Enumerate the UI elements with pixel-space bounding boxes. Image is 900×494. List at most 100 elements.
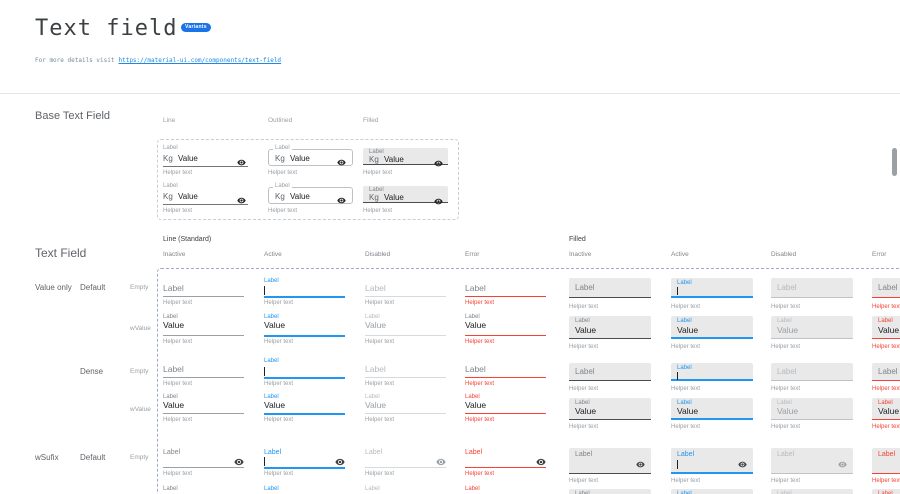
field-underline xyxy=(365,296,446,297)
text-field-filled-active-dense-empty[interactable]: Label Helper text xyxy=(671,356,753,400)
text-field-filled-error-suffix-empty[interactable]: Label Helper text xyxy=(872,445,900,489)
text-field-filled-error-wvalue[interactable]: Label Value Helper text xyxy=(872,313,900,357)
field-filled-box: Label xyxy=(671,278,753,298)
visibility-icon[interactable] xyxy=(436,454,446,466)
visibility-icon[interactable] xyxy=(434,193,443,205)
text-field-line-inactive-wvalue[interactable]: Label Value Helper text xyxy=(163,313,244,349)
field-label: Label xyxy=(677,451,695,458)
state-header: Error xyxy=(872,251,887,258)
field-value: Value xyxy=(777,406,799,416)
text-field-line-error-suffix-empty[interactable]: Label Helper text xyxy=(465,445,546,481)
text-field-line-inactive-suffix-wvalue[interactable]: Label xyxy=(163,483,244,494)
field-prefix: Kg xyxy=(275,154,285,163)
visibility-icon[interactable] xyxy=(636,456,645,468)
text-field-filled-inactive-wvalue[interactable]: Label Value Helper text xyxy=(569,313,651,357)
text-field-filled-inactive-suffix-wvalue[interactable]: Label xyxy=(569,483,651,494)
text-field-line-active-dense-wvalue[interactable]: Label Value Helper text xyxy=(264,391,345,427)
field-filled-box: Label xyxy=(771,448,853,474)
text-field-line-disabled-wvalue[interactable]: Label Value Helper text xyxy=(365,313,446,349)
base-field-filled[interactable]: Label Kg Value Helper text xyxy=(363,183,448,217)
base-field-outlined[interactable]: Label Kg Value Helper text xyxy=(268,183,353,217)
visibility-icon[interactable] xyxy=(237,192,246,204)
text-field-line-error-suffix-wvalue[interactable]: Label xyxy=(465,483,546,494)
field-filled-box: Label xyxy=(569,489,651,494)
text-field-filled-inactive-dense-empty[interactable]: Label Helper text xyxy=(569,356,651,400)
text-field-filled-error-suffix-wvalue[interactable]: Label xyxy=(872,483,900,494)
visibility-icon[interactable] xyxy=(536,454,546,466)
base-field-line[interactable]: Label Kg Value Helper text xyxy=(163,145,248,179)
text-field-line-active-wvalue[interactable]: Label Value Helper text xyxy=(264,313,345,349)
text-field-line-active-suffix-wvalue[interactable]: Label xyxy=(264,483,345,494)
text-field-filled-active-dense-wvalue[interactable]: Label Value Helper text xyxy=(671,391,753,435)
text-field-line-error-empty[interactable]: Label Helper text xyxy=(465,276,546,312)
text-field-line-disabled-dense-empty[interactable]: Label Helper text xyxy=(365,356,446,392)
text-field-filled-error-dense-empty[interactable]: Label Helper text xyxy=(872,356,900,400)
text-field-filled-disabled-empty[interactable]: Label Helper text xyxy=(771,276,853,320)
text-field-line-inactive-empty[interactable]: Label Helper text xyxy=(163,276,244,312)
field-label-floated: Label xyxy=(264,394,279,400)
text-field-line-disabled-dense-wvalue[interactable]: Label Value Helper text xyxy=(365,391,446,427)
visibility-icon[interactable] xyxy=(337,154,346,166)
field-helper-text: Helper text xyxy=(163,170,193,176)
docs-link[interactable]: https://material-ui.com/components/text-… xyxy=(118,57,282,64)
base-field-line[interactable]: Label Kg Value Helper text xyxy=(163,183,248,217)
visibility-icon[interactable] xyxy=(337,192,346,204)
field-outline-box xyxy=(268,187,353,204)
field-label: Label xyxy=(777,451,795,458)
text-field-line-disabled-suffix-empty[interactable]: Label Helper text xyxy=(365,445,446,481)
field-label-floated: Label xyxy=(264,358,279,364)
field-value: Value xyxy=(777,325,799,335)
visibility-icon[interactable] xyxy=(237,154,246,166)
field-label-floated: Label xyxy=(163,314,178,320)
field-label: Label xyxy=(163,449,181,456)
scrollbar-thumb[interactable] xyxy=(892,148,897,176)
field-value: Value xyxy=(677,406,699,416)
field-helper-text: Helper text xyxy=(264,381,294,387)
base-fields-frame xyxy=(157,139,459,220)
visibility-icon[interactable] xyxy=(335,454,345,466)
text-field-filled-error-dense-wvalue[interactable]: Label Value Helper text xyxy=(872,391,900,435)
field-label: Label xyxy=(369,149,384,155)
text-field-filled-active-suffix-empty[interactable]: Label Helper text xyxy=(671,445,753,489)
field-value: Value xyxy=(264,400,286,410)
field-helper-text: Helper text xyxy=(872,424,900,430)
text-field-line-active-dense-empty[interactable]: Label Helper text xyxy=(264,356,345,392)
field-filled-box: Label xyxy=(569,278,651,298)
visibility-icon[interactable] xyxy=(234,454,244,466)
text-field-line-inactive-dense-empty[interactable]: Label Helper text xyxy=(163,356,244,392)
base-field-filled[interactable]: Label Kg Value Helper text xyxy=(363,145,448,179)
field-underline xyxy=(365,413,446,414)
text-field-filled-inactive-empty[interactable]: Label Helper text xyxy=(569,276,651,320)
text-cursor xyxy=(264,457,265,466)
visibility-icon[interactable] xyxy=(838,456,847,468)
text-field-filled-disabled-dense-empty[interactable]: Label Helper text xyxy=(771,356,853,400)
text-field-filled-disabled-suffix-empty[interactable]: Label Helper text xyxy=(771,445,853,489)
text-field-filled-error-empty[interactable]: Label Helper text xyxy=(872,276,900,320)
visibility-icon[interactable] xyxy=(434,155,443,167)
text-field-line-active-empty[interactable]: Label Helper text xyxy=(264,276,345,312)
field-helper-text: Helper text xyxy=(771,386,801,392)
field-filled-box: Label xyxy=(872,489,900,494)
field-label: Label xyxy=(878,367,898,376)
text-field-line-inactive-suffix-empty[interactable]: Label Helper text xyxy=(163,445,244,481)
text-field-line-disabled-empty[interactable]: Label Helper text xyxy=(365,276,446,312)
text-field-filled-active-empty[interactable]: Label Helper text xyxy=(671,276,753,320)
field-helper-text: Helper text xyxy=(569,478,599,484)
text-field-filled-inactive-suffix-empty[interactable]: Label Helper text xyxy=(569,445,651,489)
text-field-line-error-dense-wvalue[interactable]: Label Value Helper text xyxy=(465,391,546,427)
text-field-line-error-dense-empty[interactable]: Label Helper text xyxy=(465,356,546,392)
text-field-filled-disabled-dense-wvalue[interactable]: Label Value Helper text xyxy=(771,391,853,435)
text-field-filled-active-suffix-wvalue[interactable]: Label xyxy=(671,483,753,494)
text-field-line-inactive-dense-wvalue[interactable]: Label Value Helper text xyxy=(163,391,244,427)
field-filled-box: Label xyxy=(671,363,753,381)
text-field-line-disabled-suffix-wvalue[interactable]: Label xyxy=(365,483,446,494)
text-field-line-error-wvalue[interactable]: Label Value Helper text xyxy=(465,313,546,349)
visibility-icon[interactable] xyxy=(738,456,747,468)
base-field-outlined[interactable]: Label Kg Value Helper text xyxy=(268,145,353,179)
text-field-line-active-suffix-empty[interactable]: Label Helper text xyxy=(264,445,345,481)
text-field-filled-disabled-wvalue[interactable]: Label Value Helper text xyxy=(771,313,853,357)
text-field-filled-active-wvalue[interactable]: Label Value Helper text xyxy=(671,313,753,357)
text-field-filled-inactive-dense-wvalue[interactable]: Label Value Helper text xyxy=(569,391,651,435)
page-title: Text field xyxy=(35,16,178,41)
text-field-filled-disabled-suffix-wvalue[interactable]: Label xyxy=(771,483,853,494)
